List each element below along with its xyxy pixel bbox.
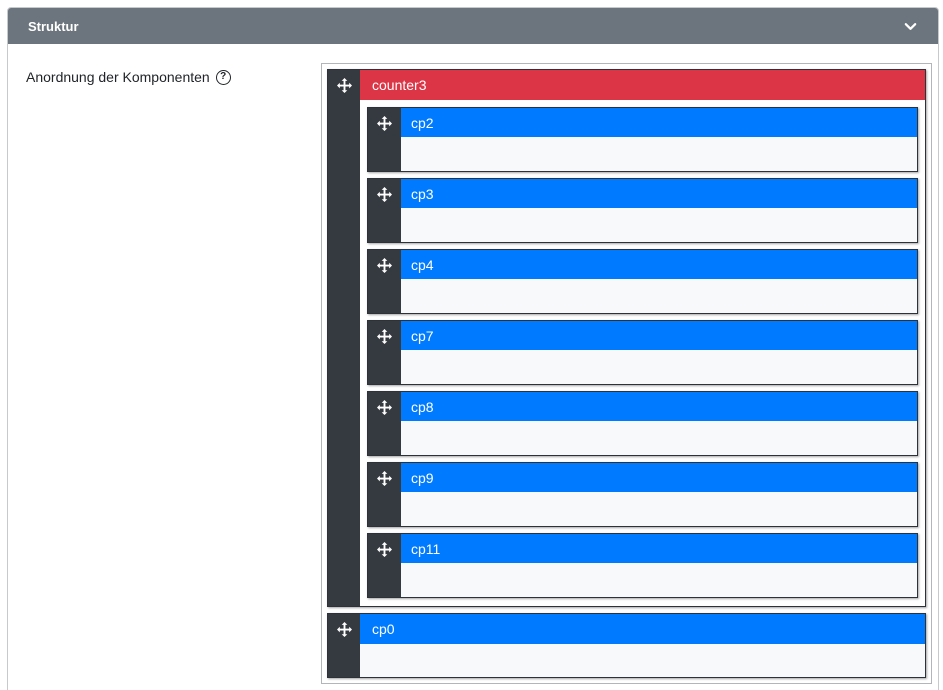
move-icon [377,471,392,491]
component-item-cp11: cp11 [367,533,918,598]
drag-handle[interactable] [368,392,401,455]
component-body [401,137,917,171]
move-icon [377,542,392,562]
drag-handle[interactable] [368,321,401,384]
drag-handle[interactable] [368,108,401,171]
component-name: cp8 [411,398,434,415]
component-name: cp2 [411,114,434,131]
component-name: cp3 [411,185,434,202]
component-name: cp7 [411,327,434,344]
drag-handle[interactable] [368,463,401,526]
drag-handle[interactable] [368,250,401,313]
move-icon [377,116,392,136]
component-header: cp0 [360,614,925,644]
drag-handle[interactable] [328,70,360,606]
move-icon [377,400,392,420]
drag-handle[interactable] [368,179,401,242]
component-header: cp2 [401,108,917,137]
component-header: cp11 [401,534,917,563]
component-body [401,563,917,597]
chevron-down-icon[interactable] [903,19,918,34]
arrangement-label: Anordnung der Komponenten [26,69,210,85]
drag-handle[interactable] [328,614,360,677]
component-header: cp3 [401,179,917,208]
move-icon [377,329,392,349]
component-header: cp7 [401,321,917,350]
component-item-cp3: cp3 [367,178,918,243]
move-icon [336,622,352,642]
arrangement-label-wrap: Anordnung der Komponenten ? [26,63,321,85]
component-body [360,644,925,677]
struktur-body: Anordnung der Komponenten ? counter3 [8,44,938,684]
component-body [401,279,917,313]
component-item-cp7: cp7 [367,320,918,385]
struktur-title: Struktur [28,18,79,34]
component-item-cp4: cp4 [367,249,918,314]
component-body [401,350,917,384]
struktur-collapse-header[interactable]: Struktur [8,8,938,44]
component-name: cp11 [411,540,441,557]
component-body [401,208,917,242]
component-children: cp2 cp3 [360,100,925,606]
move-icon [377,187,392,207]
component-header: cp4 [401,250,917,279]
component-header: counter3 [360,70,925,100]
component-group-counter3: counter3 cp2 [327,69,926,607]
component-name: cp4 [411,256,434,273]
component-name: cp0 [372,621,395,637]
struktur-card: Struktur Anordnung der Komponenten ? cou… [7,7,939,690]
component-item-cp8: cp8 [367,391,918,456]
component-body [401,492,917,526]
component-item-cp2: cp2 [367,107,918,172]
move-icon [336,78,352,98]
drag-handle[interactable] [368,534,401,597]
component-header: cp8 [401,392,917,421]
move-icon [377,258,392,278]
component-name: counter3 [372,77,427,93]
component-name: cp9 [411,469,434,486]
component-body [401,421,917,455]
help-icon[interactable]: ? [215,69,231,85]
component-arrangement-panel: counter3 cp2 [321,63,932,684]
component-header: cp9 [401,463,917,492]
component-item-cp9: cp9 [367,462,918,527]
component-group-cp0: cp0 [327,613,926,678]
